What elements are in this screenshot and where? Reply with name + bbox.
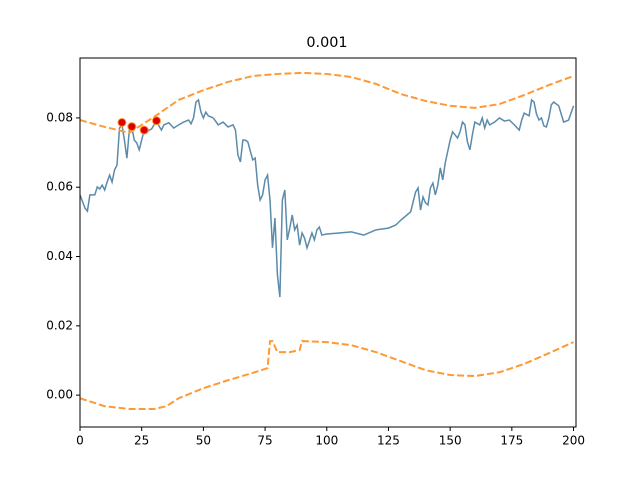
x-tick-label: 0	[76, 434, 84, 448]
y-tick-label: 0.00	[46, 388, 73, 402]
anomaly-point	[139, 125, 149, 135]
plot-frame	[79, 57, 577, 428]
x-tick-label: 150	[439, 434, 462, 448]
y-tick-label: 0.06	[46, 180, 73, 194]
x-tick-label: 175	[500, 434, 523, 448]
anomaly-point	[117, 117, 127, 127]
x-tick-label: 200	[562, 434, 585, 448]
x-tick-label: 25	[134, 434, 149, 448]
y-tick-label: 0.08	[46, 110, 73, 124]
anomaly-point	[127, 122, 137, 132]
x-tick-label: 75	[257, 434, 272, 448]
x-tick-label: 50	[196, 434, 211, 448]
anomaly-point	[151, 116, 161, 126]
line	[79, 98, 575, 298]
y-tick-label: 0.04	[46, 249, 73, 263]
line	[79, 340, 574, 410]
chart-title: 0.001	[306, 35, 347, 51]
y-tick-label: 0.02	[46, 318, 73, 332]
line	[79, 71, 574, 134]
x-tick-label: 100	[315, 434, 338, 448]
x-tick-label: 125	[377, 434, 400, 448]
